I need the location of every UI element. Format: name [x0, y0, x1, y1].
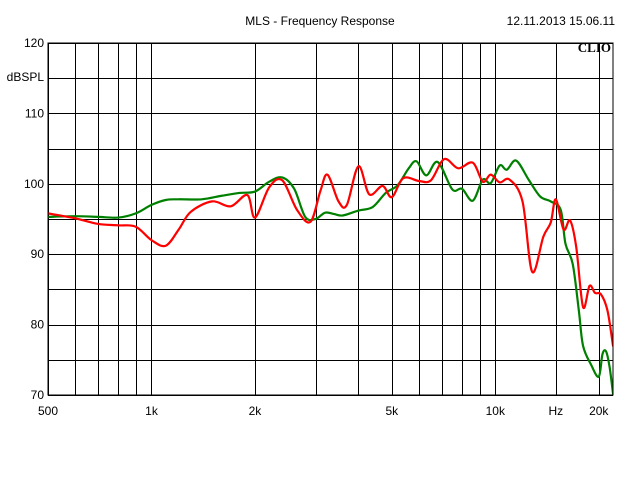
y-tick-label: 90	[31, 247, 45, 261]
y-tick-label: 80	[31, 318, 45, 332]
x-tick-label: 500	[38, 404, 58, 418]
x-tick-label: 5k	[385, 404, 399, 418]
series-line-2	[48, 157, 613, 347]
y-tick-label: 110	[25, 106, 44, 120]
y-tick-label: 70	[31, 388, 45, 402]
plot-frame	[47, 42, 614, 396]
x-tick-label: 2k	[249, 404, 263, 418]
tick-labels: 500 1k 2k 5k 10k Hz 20k 120 110 100 90 80 70	[24, 36, 609, 418]
x-tick-label: 10k	[486, 404, 506, 418]
x-tick-label: Hz	[548, 404, 563, 418]
series-line-1	[48, 159, 613, 395]
plot-area	[48, 157, 613, 395]
y-tick-label: 100	[24, 177, 44, 191]
brand-label: CLIO	[578, 40, 611, 55]
y-axis-label: dBSPL	[7, 70, 45, 84]
y-tick-label: 120	[24, 36, 44, 50]
x-tick-label: 1k	[145, 404, 159, 418]
chart-title: MLS - Frequency Response	[245, 14, 395, 28]
x-tick-label: 20k	[589, 404, 609, 418]
timestamp: 12.11.2013 15.06.11	[507, 14, 616, 28]
